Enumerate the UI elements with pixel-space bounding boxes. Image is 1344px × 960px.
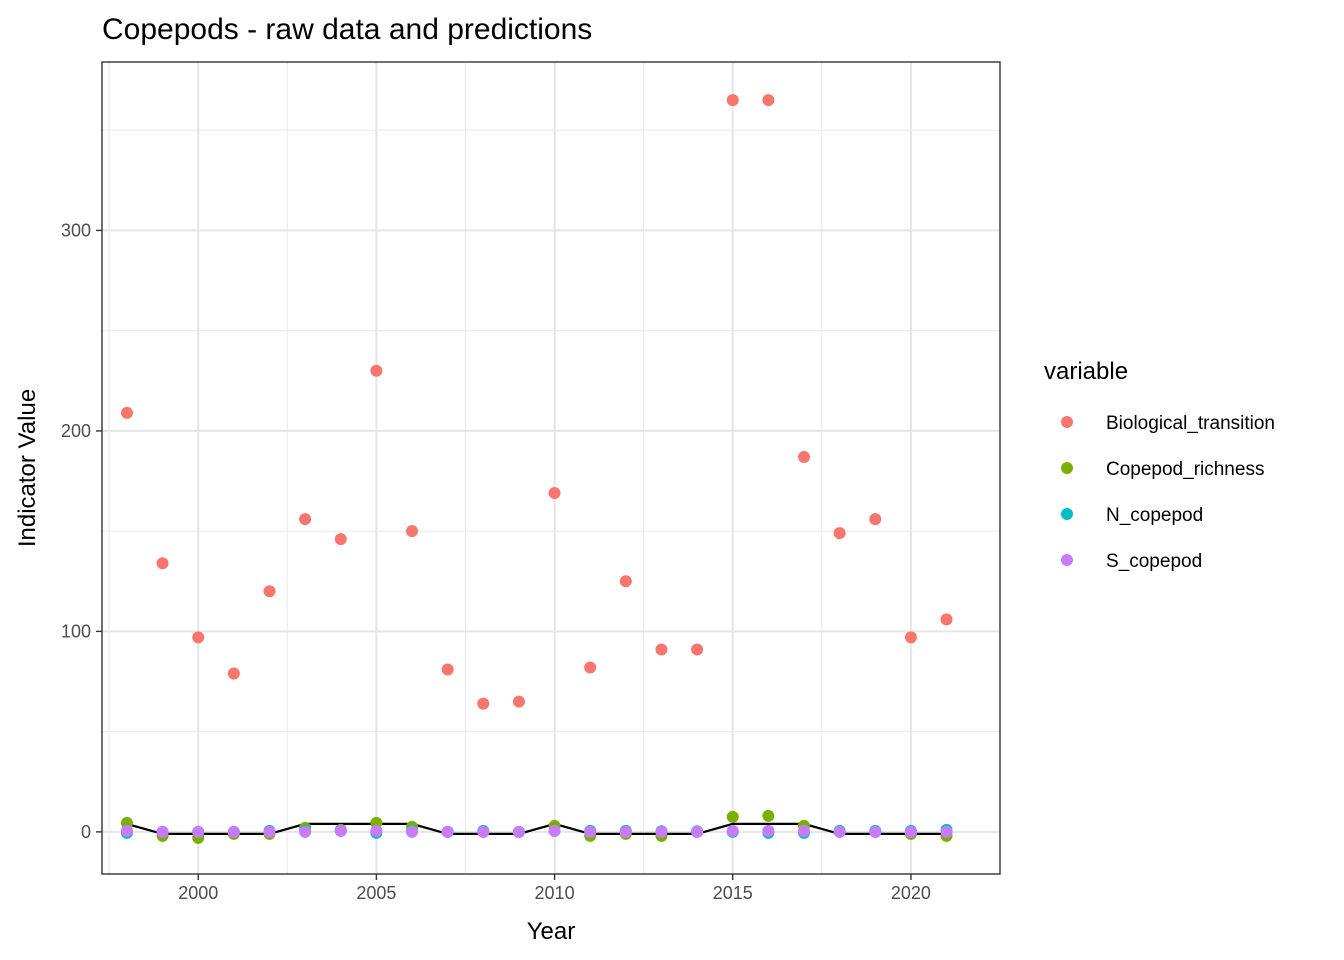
data-point <box>441 663 454 676</box>
data-point <box>263 585 276 598</box>
data-point <box>869 513 882 526</box>
legend-item: Biological_transition <box>1061 413 1275 434</box>
data-point <box>406 825 419 838</box>
legend-key <box>1061 508 1073 520</box>
data-point <box>762 824 775 837</box>
legend-key <box>1061 554 1073 566</box>
data-point <box>726 810 739 823</box>
data-point <box>584 661 597 674</box>
data-point <box>120 406 133 419</box>
legend-label: S_copepod <box>1106 551 1202 572</box>
y-tick-label: 0 <box>81 822 91 842</box>
data-point <box>798 450 811 463</box>
data-point <box>263 825 276 838</box>
data-points <box>120 94 953 844</box>
data-point <box>192 631 205 644</box>
data-point <box>762 94 775 107</box>
data-point <box>726 824 739 837</box>
data-point <box>120 824 133 837</box>
data-point <box>584 825 597 838</box>
plot-panel-background <box>102 62 1000 874</box>
data-point <box>940 825 953 838</box>
legend-item: N_copepod <box>1061 505 1203 526</box>
data-point <box>299 513 312 526</box>
data-point <box>655 825 668 838</box>
data-point <box>441 825 454 838</box>
legend: variable Biological_transition Copepod_ri… <box>1044 358 1275 572</box>
data-point <box>904 825 917 838</box>
data-point <box>798 824 811 837</box>
data-point <box>156 557 169 570</box>
data-point <box>869 825 882 838</box>
data-point <box>940 613 953 626</box>
x-tick-label: 2005 <box>356 883 396 903</box>
y-tick-label: 300 <box>61 220 91 240</box>
data-point <box>691 825 704 838</box>
data-point <box>334 533 347 546</box>
data-point <box>512 695 525 708</box>
data-point <box>512 825 525 838</box>
x-axis-ticks: 2000 2005 2010 2015 2020 <box>178 874 931 903</box>
plot-panel-border <box>101 61 1001 875</box>
y-axis-ticks: 0 100 200 300 <box>61 220 102 842</box>
data-point <box>477 825 490 838</box>
data-point <box>726 94 739 107</box>
legend-item: S_copepod <box>1061 551 1202 572</box>
data-point <box>334 824 347 837</box>
x-tick-label: 2010 <box>535 883 575 903</box>
data-point <box>370 824 383 837</box>
data-point <box>833 825 846 838</box>
legend-key <box>1061 462 1073 474</box>
data-point <box>691 643 704 656</box>
chart-title: Copepods - raw data and predictions <box>102 13 592 46</box>
data-point <box>833 527 846 540</box>
x-tick-label: 2020 <box>891 883 931 903</box>
data-point <box>548 487 561 500</box>
x-tick-label: 2000 <box>178 883 218 903</box>
data-point <box>655 643 668 656</box>
grid-lines <box>102 62 1000 874</box>
data-point <box>619 825 632 838</box>
data-point <box>548 824 561 837</box>
series-s-copepod <box>120 824 953 838</box>
series-biological-transition <box>120 94 953 710</box>
data-point <box>227 667 240 680</box>
legend-label: Biological_transition <box>1106 413 1275 434</box>
x-tick-label: 2015 <box>713 883 753 903</box>
y-tick-label: 100 <box>61 621 91 641</box>
data-point <box>762 809 775 822</box>
legend-key <box>1061 416 1073 428</box>
data-point <box>227 825 240 838</box>
data-point <box>619 575 632 588</box>
legend-label: N_copepod <box>1106 505 1203 526</box>
legend-label: Copepod_richness <box>1106 459 1264 480</box>
data-point <box>904 631 917 644</box>
data-point <box>192 825 205 838</box>
data-point <box>477 697 490 710</box>
y-axis-title: Indicator Value <box>14 389 41 547</box>
data-point <box>156 825 169 838</box>
data-point <box>370 364 383 377</box>
legend-item: Copepod_richness <box>1061 459 1264 480</box>
y-tick-label: 200 <box>61 421 91 441</box>
data-point <box>299 825 312 838</box>
data-point <box>406 525 419 538</box>
legend-title: variable <box>1044 358 1128 385</box>
x-axis-title: Year <box>527 918 576 945</box>
